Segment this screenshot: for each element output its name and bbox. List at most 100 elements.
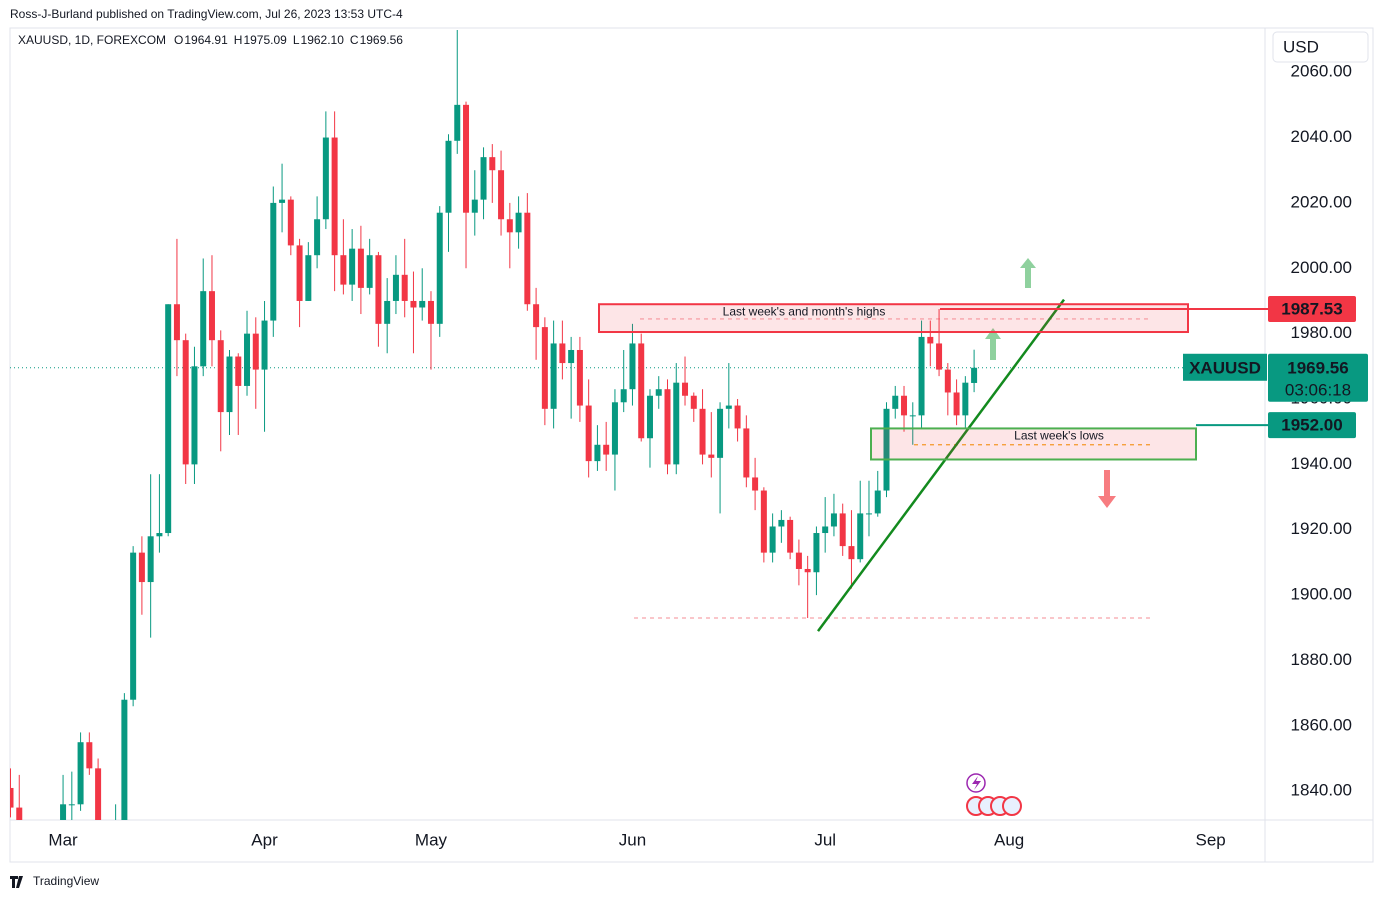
candle-body — [822, 526, 829, 534]
level-tag-label: 1952.00 — [1281, 416, 1342, 435]
logo — [10, 876, 23, 888]
candle-body — [305, 255, 312, 301]
candle-body — [594, 444, 601, 462]
candle-body — [664, 389, 671, 465]
candle-body — [892, 395, 899, 409]
zone-label: Last week's and month's highs — [723, 304, 886, 318]
currency-box[interactable] — [1272, 31, 1369, 63]
candle-body — [86, 742, 93, 769]
candle-body — [375, 255, 382, 324]
candle-body — [953, 392, 960, 416]
legend-value: 1964.91 — [184, 33, 228, 47]
candle-body — [349, 248, 356, 285]
candle-body — [804, 568, 811, 573]
candle-body — [848, 546, 855, 560]
candle-body — [638, 343, 645, 439]
candle-body — [252, 333, 259, 370]
x-tick-label: May — [415, 830, 448, 849]
candle-body — [830, 513, 837, 527]
countdown: 03:06:18 — [1285, 380, 1351, 399]
candle-body — [682, 382, 689, 396]
candle-body — [436, 212, 443, 324]
candle-body — [147, 536, 154, 583]
candle-body — [401, 274, 408, 301]
candle-body — [936, 343, 943, 370]
candle-body — [279, 199, 286, 203]
candle-body — [331, 137, 338, 256]
candle-body — [857, 513, 864, 560]
candle-body — [550, 343, 557, 409]
candle-body — [138, 552, 145, 583]
candle-body — [498, 170, 505, 220]
candle-body — [874, 490, 881, 514]
candle-body — [576, 349, 583, 406]
y-tick-label: 2020.00 — [1291, 192, 1352, 211]
candle-body — [901, 395, 908, 416]
event-icon-bolt — [972, 776, 981, 790]
candle-body — [673, 382, 680, 465]
legend-key: O — [174, 33, 183, 47]
candle-body — [787, 519, 794, 553]
legend-value: 1969.56 — [360, 33, 404, 47]
candle-body — [717, 408, 724, 458]
legend-value: 1975.09 — [243, 33, 287, 47]
y-tick-label: 1840.00 — [1291, 781, 1352, 800]
candle-body — [533, 304, 540, 328]
candle-body — [725, 405, 732, 409]
candle-body — [752, 477, 759, 491]
candle-body — [489, 157, 496, 171]
candle-body — [480, 157, 487, 200]
legend-key: C — [350, 33, 359, 47]
candle-body — [629, 343, 636, 390]
candle-body — [734, 405, 741, 429]
candle-body — [191, 366, 198, 465]
candle-body — [165, 304, 172, 534]
event-icon[interactable] — [1002, 796, 1022, 816]
candle-body — [322, 137, 329, 220]
candle-body — [427, 300, 434, 324]
y-tick-label: 1940.00 — [1291, 454, 1352, 473]
candle-body — [506, 219, 513, 233]
candle-body — [944, 369, 951, 393]
candle-body — [585, 405, 592, 462]
symbol-tag-label: XAUUSD — [1189, 358, 1261, 377]
candle-body — [287, 199, 294, 246]
candle-body — [173, 304, 180, 341]
x-tick-label: Sep — [1195, 830, 1225, 849]
price-tag-label: 1969.56 — [1287, 358, 1348, 377]
candle-body — [77, 742, 84, 805]
candle-body — [10, 787, 14, 808]
legend-value: 1962.10 — [301, 33, 345, 47]
up-arrow — [1020, 258, 1036, 288]
candle-body — [839, 513, 846, 547]
candle-body — [410, 300, 417, 308]
candle-body — [217, 340, 224, 413]
y-tick-label: 2040.00 — [1291, 127, 1352, 146]
candle-body — [314, 219, 321, 256]
x-tick-label: Aug — [994, 830, 1024, 849]
legend-key: L — [293, 33, 300, 47]
x-tick-label: Jul — [814, 830, 836, 849]
candle-body — [795, 552, 802, 569]
y-tick-label: 2060.00 — [1291, 62, 1352, 81]
footer: TradingView — [10, 874, 99, 888]
candle-body — [620, 389, 627, 403]
candle-body — [16, 807, 23, 820]
plot-area — [10, 30, 1265, 820]
candle-body — [208, 291, 215, 341]
symbol-tag — [1183, 353, 1267, 381]
currency[interactable]: USD — [1283, 37, 1319, 56]
zone — [870, 427, 1197, 461]
candle-body — [130, 552, 137, 700]
candle-body — [270, 202, 277, 321]
candle-body — [699, 408, 706, 455]
x-tick-label: Apr — [251, 830, 278, 849]
candle-body — [357, 248, 364, 288]
candle-body — [226, 356, 233, 413]
candle-body — [883, 408, 890, 491]
candle-body — [182, 340, 189, 465]
frame — [9, 27, 1374, 863]
